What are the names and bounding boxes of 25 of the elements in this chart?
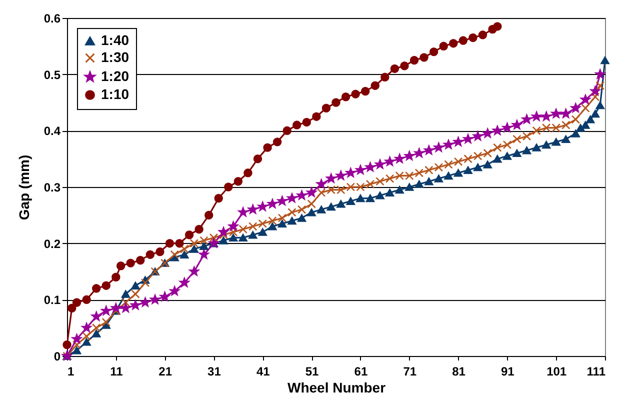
y-tick-label: 0.3 (44, 180, 61, 194)
legend-label: 1:30 (101, 49, 130, 65)
x-tick-label: 1 (68, 364, 74, 378)
x-tick-label: 61 (354, 364, 368, 378)
x-tick-label: 111 (586, 364, 606, 378)
y-tick-label: 0.2 (44, 236, 61, 251)
legend-label: 1:10 (101, 86, 130, 102)
y-tick-label: 0.6 (44, 12, 61, 26)
x-tick-label: 71 (403, 364, 417, 378)
legend-label: 1:40 (101, 32, 130, 48)
y-axis-title: Gap (mm) (16, 154, 32, 220)
x-tick-label: 91 (501, 364, 515, 378)
x-tick-label: 81 (452, 364, 466, 378)
x-tick-label: 11 (110, 364, 124, 378)
y-tick-label: 0 (54, 350, 61, 364)
y-tick-label: 0.5 (44, 68, 61, 82)
x-tick-label: 21 (158, 364, 172, 378)
x-tick-label: 41 (256, 364, 270, 378)
y-tick-label: 0.1 (44, 293, 61, 308)
y-tick-label: 0.4 (44, 124, 61, 138)
x-tick-label: 101 (546, 364, 567, 378)
legend-label: 1:20 (101, 68, 130, 84)
x-tick-label: 51 (305, 364, 320, 378)
x-tick-label: 31 (208, 364, 222, 378)
x-axis-title: Wheel Number (287, 380, 386, 396)
